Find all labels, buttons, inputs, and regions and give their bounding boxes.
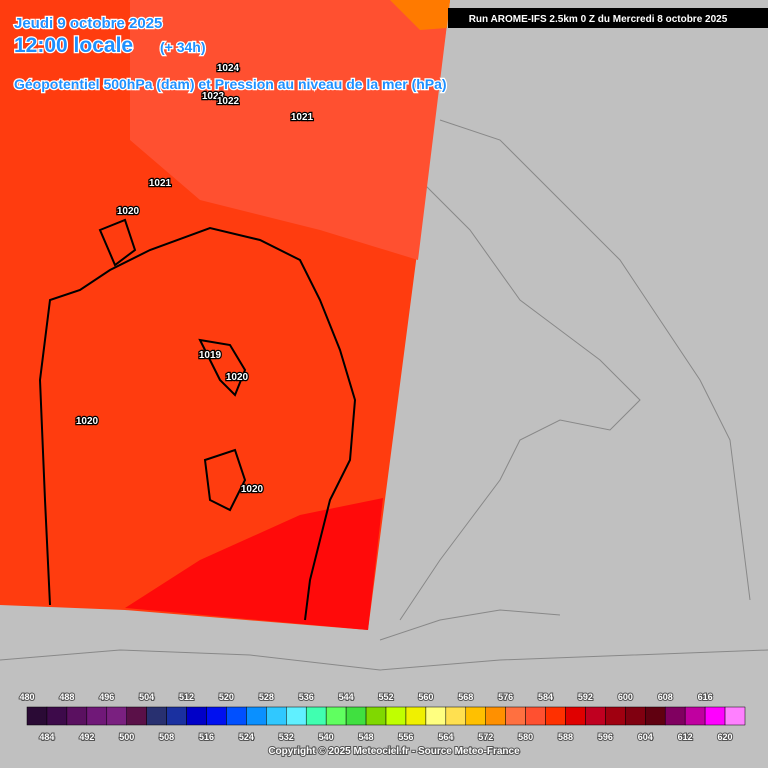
colorbar-label: 500 [119,732,134,742]
colorbar-label: 576 [498,692,513,702]
colorbar-label: 604 [638,732,653,742]
contour-label: 1021 [149,178,172,189]
colorbar-label: 552 [378,692,393,702]
time: 12:00 locale [14,34,133,57]
color-swatch [86,706,108,726]
contour-label: 1020 [226,372,249,383]
contour-label: 1020 [76,416,99,427]
color-swatch [206,706,227,726]
colorbar-label: 492 [79,732,94,742]
color-swatch [305,706,327,726]
colorbar-label: 568 [458,692,473,702]
colorbar-label: 544 [339,692,354,702]
colorbar-label: 584 [538,692,553,702]
color-swatch [445,706,467,726]
colorbar-label: 564 [438,732,453,742]
color-swatch [545,706,566,726]
color-swatch [345,706,367,726]
contour-label: 1024 [217,63,240,74]
contour-label: 1020 [241,484,264,495]
colorbar-label: 496 [99,692,114,702]
color-swatch [166,706,187,726]
colorbar-label: 560 [418,692,433,702]
colorbar-label: 592 [578,692,593,702]
color-swatch [226,706,247,726]
color-swatch [246,706,267,726]
colorbar-label: 588 [558,732,573,742]
contour-label: 1019 [199,350,222,361]
colorbar-label: 616 [698,692,713,702]
colorbar-label: 480 [19,692,34,702]
color-swatch [505,706,526,726]
color-swatch [485,706,506,726]
color-swatch [425,706,447,726]
contour-label: 1022 [217,96,240,107]
colorbar-label: 596 [598,732,613,742]
color-swatch [405,706,427,726]
colorbar-label: 556 [398,732,413,742]
coastlines [0,119,768,671]
colorbar-label: 516 [199,732,214,742]
color-swatch [684,706,706,726]
color-swatch [286,706,307,726]
colorbar-label: 536 [299,692,314,702]
colorbar-label: 620 [718,732,733,742]
color-swatch [46,706,68,726]
colorbar-label: 520 [219,692,234,702]
contour-label: 1020 [117,206,140,217]
colorbar-label: 600 [618,692,633,702]
color-swatch [605,706,626,726]
date: Jeudi 9 octobre 2025 [14,15,162,32]
color-swatch [146,706,167,726]
color-swatch [365,706,387,726]
color-swatch [645,706,666,726]
copyright: Copyright © 2025 Meteociel.fr - Source M… [268,746,520,757]
colorbar-label: 580 [518,732,533,742]
color-swatch [465,706,486,726]
color-swatch [126,706,147,726]
colorbar-label: 488 [59,692,74,702]
color-swatch [664,706,686,726]
color-swatch [106,706,127,726]
color-swatch [704,706,726,726]
run-box [448,8,768,28]
color-swatch [186,706,207,726]
color-swatch [625,706,646,726]
color-swatch [565,706,586,726]
colorbar-label: 524 [239,732,254,742]
colorbar-label: 504 [139,692,154,702]
color-swatch [325,706,347,726]
legend-area [0,686,768,768]
colorbar-label: 508 [159,732,174,742]
color-swatch [585,706,606,726]
run-info: Run AROME-IFS 2.5km 0 Z du Mercredi 8 oc… [469,14,728,25]
colorbar-label: 572 [478,732,493,742]
colorbar-label: 512 [179,692,194,702]
contour-label: 1021 [291,112,314,123]
colorbar-label: 540 [319,732,334,742]
color-swatch [26,706,48,726]
colorbar-label: 528 [259,692,274,702]
lead-time: (+ 34h) [160,39,206,55]
colorbar-label: 484 [39,732,54,742]
isobars [38,218,357,621]
colorbar-label: 612 [678,732,693,742]
color-swatch [385,706,407,726]
colorbar-label: 608 [658,692,673,702]
contour-label: 1023 [202,91,225,102]
color-swatch [724,706,746,726]
color-swatch [266,706,287,726]
colorbar-label: 548 [359,732,374,742]
subtitle: Géopotentiel 500hPa (dam) et Pression au… [14,76,447,92]
color-swatch [525,706,546,726]
colorbar-label: 532 [279,732,294,742]
color-swatch [66,706,88,726]
pressure-field [0,0,450,630]
